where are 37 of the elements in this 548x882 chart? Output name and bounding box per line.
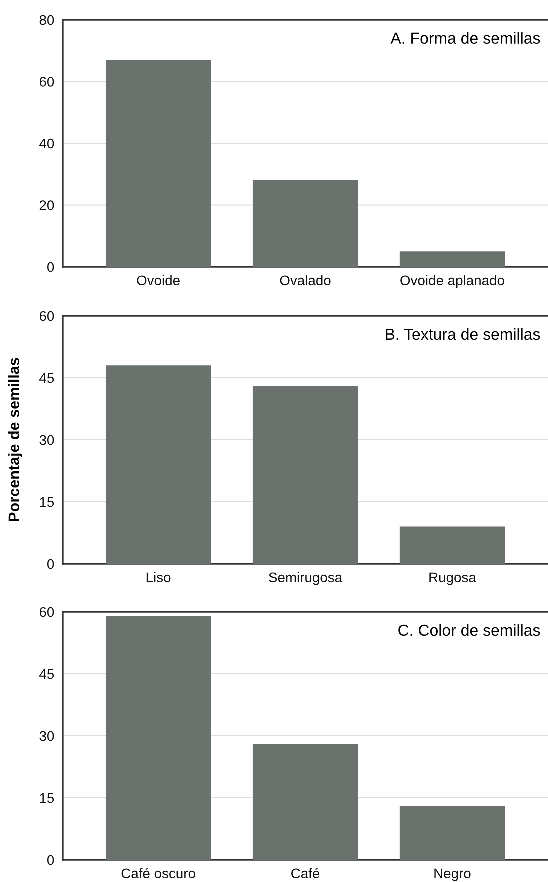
x-tick-label: Ovoide aplanado (400, 275, 504, 288)
text: B. Textura de semillas (386, 328, 540, 340)
bar (106, 616, 212, 860)
y-tick-label: 15 (40, 497, 54, 508)
y-tick-label: 0 (47, 262, 54, 272)
y-tick-label: 0 (47, 855, 54, 866)
y-tick-label: 30 (40, 435, 54, 446)
y-tick-label: 60 (40, 77, 54, 87)
y-tick-label: 60 (40, 607, 54, 618)
y-tick-label: 0 (47, 559, 54, 570)
y-tick-label: 80 (40, 15, 54, 26)
y-tick-label: 40 (40, 138, 54, 149)
y-tick-label: 45 (40, 669, 54, 680)
x-tick-label: Rugosa (430, 572, 476, 586)
bar (252, 180, 358, 267)
bar (400, 806, 506, 860)
bar (252, 386, 358, 564)
y-tick-label: 15 (40, 793, 54, 804)
y-tick-label: 45 (40, 373, 54, 384)
y-axis-title: Porcentaje de semillas (8, 358, 23, 522)
x-tick-label: Liso (146, 572, 171, 583)
x-tick-label: Café (292, 868, 320, 879)
x-tick-label: Semirugosa (269, 572, 343, 586)
x-tick-label: Ovoide (137, 275, 180, 286)
bar (106, 366, 212, 564)
bar (400, 252, 506, 267)
bar (106, 60, 212, 267)
text: C. Color de semillas (398, 624, 540, 636)
y-tick-label: 30 (40, 731, 54, 742)
bar (252, 744, 358, 860)
text: A. Forma de semillas (390, 32, 540, 44)
y-tick-label: 60 (40, 311, 54, 322)
x-tick-label: Café oscuro (122, 868, 196, 879)
x-tick-label: Ovalado (280, 275, 331, 286)
x-tick-label: Negro (434, 868, 471, 882)
y-tick-label: 20 (40, 200, 54, 210)
bar (400, 526, 506, 564)
